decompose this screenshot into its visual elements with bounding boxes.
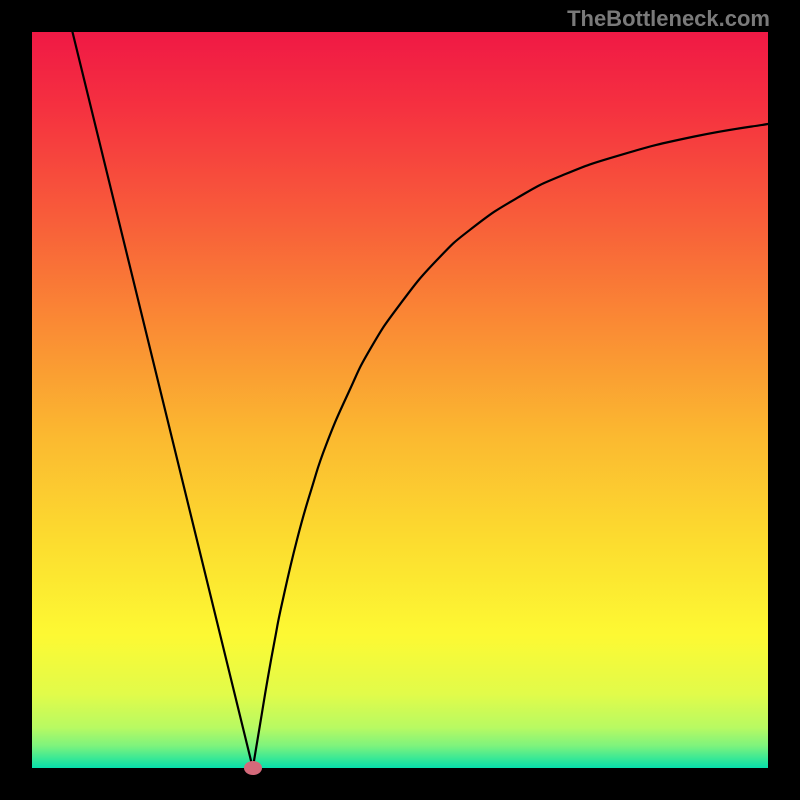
watermark-text: TheBottleneck.com	[567, 6, 770, 32]
chart-container: TheBottleneck.com	[0, 0, 800, 800]
bottleneck-curve	[32, 32, 768, 768]
plot-area	[32, 32, 768, 768]
optimal-point-marker	[244, 761, 262, 775]
